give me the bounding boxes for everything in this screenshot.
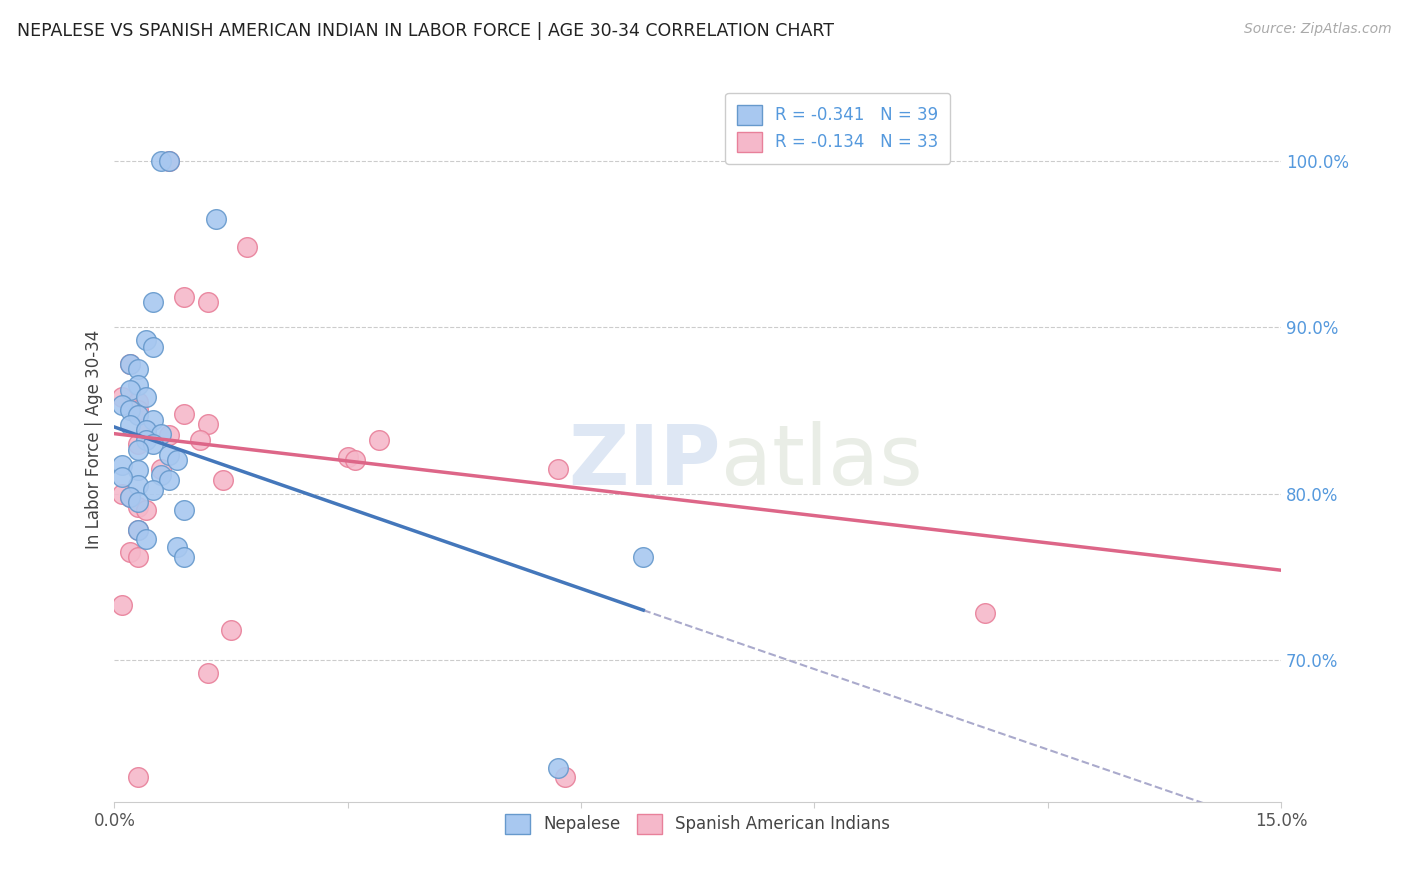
Point xyxy=(157,448,180,462)
Point xyxy=(118,490,141,504)
Point xyxy=(134,423,156,437)
Point xyxy=(127,523,149,537)
Point xyxy=(127,495,149,509)
Point xyxy=(118,403,141,417)
Legend: Nepalese, Spanish American Indians: Nepalese, Spanish American Indians xyxy=(495,804,900,844)
Text: ZIP: ZIP xyxy=(568,421,721,501)
Point xyxy=(173,407,195,421)
Point xyxy=(204,211,226,226)
Point xyxy=(127,361,149,376)
Point xyxy=(554,770,576,784)
Text: atlas: atlas xyxy=(721,421,922,501)
Point xyxy=(111,458,134,473)
Point xyxy=(134,503,156,517)
Point xyxy=(197,295,219,310)
Point xyxy=(173,549,195,564)
Point xyxy=(336,450,359,464)
Text: Source: ZipAtlas.com: Source: ZipAtlas.com xyxy=(1244,22,1392,37)
Point xyxy=(150,461,173,475)
Point xyxy=(127,409,149,423)
Point xyxy=(157,153,180,168)
Point xyxy=(212,473,235,487)
Point xyxy=(127,436,149,450)
Point xyxy=(142,340,165,354)
Point xyxy=(157,473,180,487)
Point xyxy=(547,461,569,475)
Point xyxy=(134,434,156,448)
Point xyxy=(118,357,141,371)
Point xyxy=(127,770,149,784)
Point xyxy=(111,390,134,404)
Point xyxy=(974,607,997,621)
Point xyxy=(111,398,134,412)
Point xyxy=(367,434,389,448)
Point xyxy=(173,290,195,304)
Point xyxy=(118,384,141,398)
Point xyxy=(157,428,180,442)
Point xyxy=(111,486,134,500)
Point xyxy=(633,549,655,564)
Point xyxy=(344,453,367,467)
Point xyxy=(127,478,149,492)
Point xyxy=(127,443,149,458)
Point xyxy=(173,503,195,517)
Point xyxy=(235,240,257,254)
Point xyxy=(197,666,219,681)
Y-axis label: In Labor Force | Age 30-34: In Labor Force | Age 30-34 xyxy=(86,330,103,549)
Point xyxy=(150,426,173,441)
Point xyxy=(142,436,165,450)
Point xyxy=(118,490,141,504)
Point xyxy=(127,500,149,514)
Point xyxy=(127,395,149,409)
Point xyxy=(188,434,211,448)
Point xyxy=(134,390,156,404)
Point xyxy=(166,453,188,467)
Text: NEPALESE VS SPANISH AMERICAN INDIAN IN LABOR FORCE | AGE 30-34 CORRELATION CHART: NEPALESE VS SPANISH AMERICAN INDIAN IN L… xyxy=(17,22,834,40)
Point xyxy=(118,545,141,559)
Point xyxy=(142,483,165,498)
Point xyxy=(197,417,219,431)
Point xyxy=(142,295,165,310)
Point xyxy=(118,418,141,433)
Point xyxy=(150,153,173,168)
Point xyxy=(134,423,156,437)
Point xyxy=(127,523,149,537)
Point xyxy=(219,623,242,637)
Point xyxy=(111,470,134,484)
Point xyxy=(127,403,149,417)
Point xyxy=(150,468,173,483)
Point xyxy=(127,378,149,392)
Point xyxy=(127,549,149,564)
Point xyxy=(134,334,156,348)
Point xyxy=(118,357,141,371)
Point xyxy=(127,463,149,477)
Point xyxy=(166,540,188,554)
Point xyxy=(547,761,569,775)
Point xyxy=(111,598,134,612)
Point xyxy=(134,532,156,546)
Point xyxy=(157,153,180,168)
Point xyxy=(142,413,165,427)
